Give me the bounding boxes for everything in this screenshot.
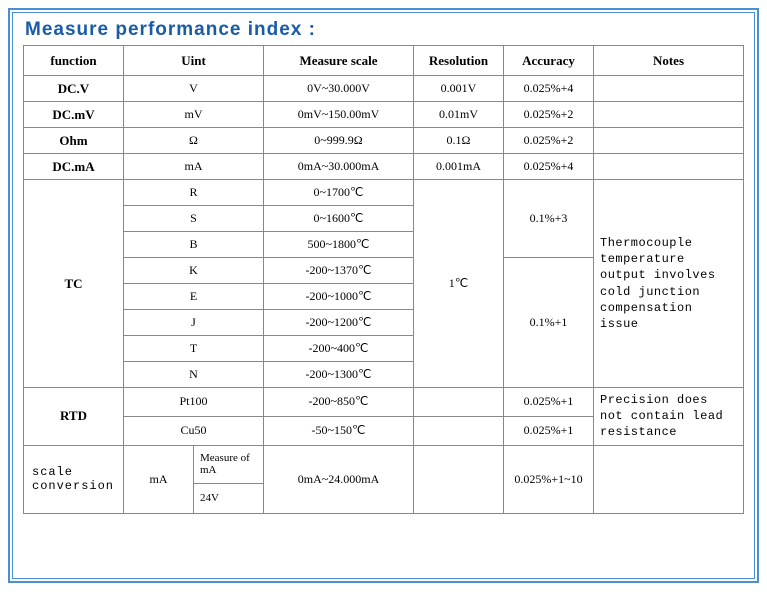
scaleconv-res (414, 445, 504, 513)
dcv-unit: V (124, 76, 264, 102)
header-function: function (24, 46, 124, 76)
dcv-res: 0.001V (414, 76, 504, 102)
header-unit: Uint (124, 46, 264, 76)
rtd-cu-unit: Cu50 (124, 416, 264, 445)
rtd-notes: Precision does not contain lead resistan… (594, 388, 744, 446)
tc-r-unit: R (124, 180, 264, 206)
scaleconv-fn: scale conversion (24, 445, 124, 513)
tc-e-unit: E (124, 284, 264, 310)
rtd-cu-scale: -50~150℃ (264, 416, 414, 445)
dcv-scale: 0V~30.000V (264, 76, 414, 102)
rtd-fn: RTD (24, 388, 124, 446)
rtd-pt-res (414, 388, 504, 417)
dcmv-fn: DC.mV (24, 102, 124, 128)
tc-acc1: 0.1%+3 (504, 180, 594, 258)
dcma-res: 0.001mA (414, 154, 504, 180)
rtd-pt-acc: 0.025%+1 (504, 388, 594, 417)
scaleconv-sub2: 24V (194, 483, 264, 513)
rtd-cu-res (414, 416, 504, 445)
row-dcma: DC.mA mA 0mA~30.000mA 0.001mA 0.025%+4 (24, 154, 744, 180)
tc-r-scale: 0~1700℃ (264, 180, 414, 206)
tc-notes: Thermocouple temperature output involves… (594, 180, 744, 388)
dcv-fn: DC.V (24, 76, 124, 102)
tc-k-scale: -200~1370℃ (264, 258, 414, 284)
tc-e-scale: -200~1000℃ (264, 284, 414, 310)
tc-b-scale: 500~1800℃ (264, 232, 414, 258)
row-dcmv: DC.mV mV 0mV~150.00mV 0.01mV 0.025%+2 (24, 102, 744, 128)
dcmv-acc: 0.025%+2 (504, 102, 594, 128)
tc-t-scale: -200~400℃ (264, 336, 414, 362)
dcv-notes (594, 76, 744, 102)
header-notes: Notes (594, 46, 744, 76)
page-title: Measure performance index : (25, 19, 744, 41)
scaleconv-notes (594, 445, 744, 513)
ohm-fn: Ohm (24, 128, 124, 154)
scaleconv-sub1: Measure of mA (194, 445, 264, 483)
tc-s-scale: 0~1600℃ (264, 206, 414, 232)
dcma-fn: DC.mA (24, 154, 124, 180)
row-ohm: Ohm Ω 0~999.9Ω 0.1Ω 0.025%+2 (24, 128, 744, 154)
inner-frame: Measure performance index : function Uin… (12, 12, 755, 579)
ohm-res: 0.1Ω (414, 128, 504, 154)
ohm-unit: Ω (124, 128, 264, 154)
dcv-acc: 0.025%+4 (504, 76, 594, 102)
row-rtd-pt: RTD Pt100 -200~850℃ 0.025%+1 Precision d… (24, 388, 744, 417)
tc-k-unit: K (124, 258, 264, 284)
scaleconv-acc: 0.025%+1~10 (504, 445, 594, 513)
tc-b-unit: B (124, 232, 264, 258)
row-scaleconv-1: scale conversion mA Measure of mA 0mA~24… (24, 445, 744, 483)
rtd-pt-unit: Pt100 (124, 388, 264, 417)
dcmv-notes (594, 102, 744, 128)
header-resolution: Resolution (414, 46, 504, 76)
rtd-cu-acc: 0.025%+1 (504, 416, 594, 445)
table-header-row: function Uint Measure scale Resolution A… (24, 46, 744, 76)
dcma-scale: 0mA~30.000mA (264, 154, 414, 180)
tc-j-unit: J (124, 310, 264, 336)
ohm-notes (594, 128, 744, 154)
row-dcv: DC.V V 0V~30.000V 0.001V 0.025%+4 (24, 76, 744, 102)
rtd-pt-scale: -200~850℃ (264, 388, 414, 417)
dcma-acc: 0.025%+4 (504, 154, 594, 180)
performance-table: function Uint Measure scale Resolution A… (23, 45, 744, 514)
outer-frame: Measure performance index : function Uin… (8, 8, 759, 583)
tc-acc2: 0.1%+1 (504, 258, 594, 388)
tc-n-unit: N (124, 362, 264, 388)
dcmv-scale: 0mV~150.00mV (264, 102, 414, 128)
tc-j-scale: -200~1200℃ (264, 310, 414, 336)
ohm-acc: 0.025%+2 (504, 128, 594, 154)
row-tc-r: TC R 0~1700℃ 1℃ 0.1%+3 Thermocouple temp… (24, 180, 744, 206)
tc-res: 1℃ (414, 180, 504, 388)
dcma-notes (594, 154, 744, 180)
scaleconv-scale: 0mA~24.000mA (264, 445, 414, 513)
tc-n-scale: -200~1300℃ (264, 362, 414, 388)
dcmv-res: 0.01mV (414, 102, 504, 128)
dcmv-unit: mV (124, 102, 264, 128)
tc-s-unit: S (124, 206, 264, 232)
tc-fn: TC (24, 180, 124, 388)
dcma-unit: mA (124, 154, 264, 180)
header-scale: Measure scale (264, 46, 414, 76)
header-accuracy: Accuracy (504, 46, 594, 76)
tc-t-unit: T (124, 336, 264, 362)
ohm-scale: 0~999.9Ω (264, 128, 414, 154)
scaleconv-unit: mA (124, 445, 194, 513)
